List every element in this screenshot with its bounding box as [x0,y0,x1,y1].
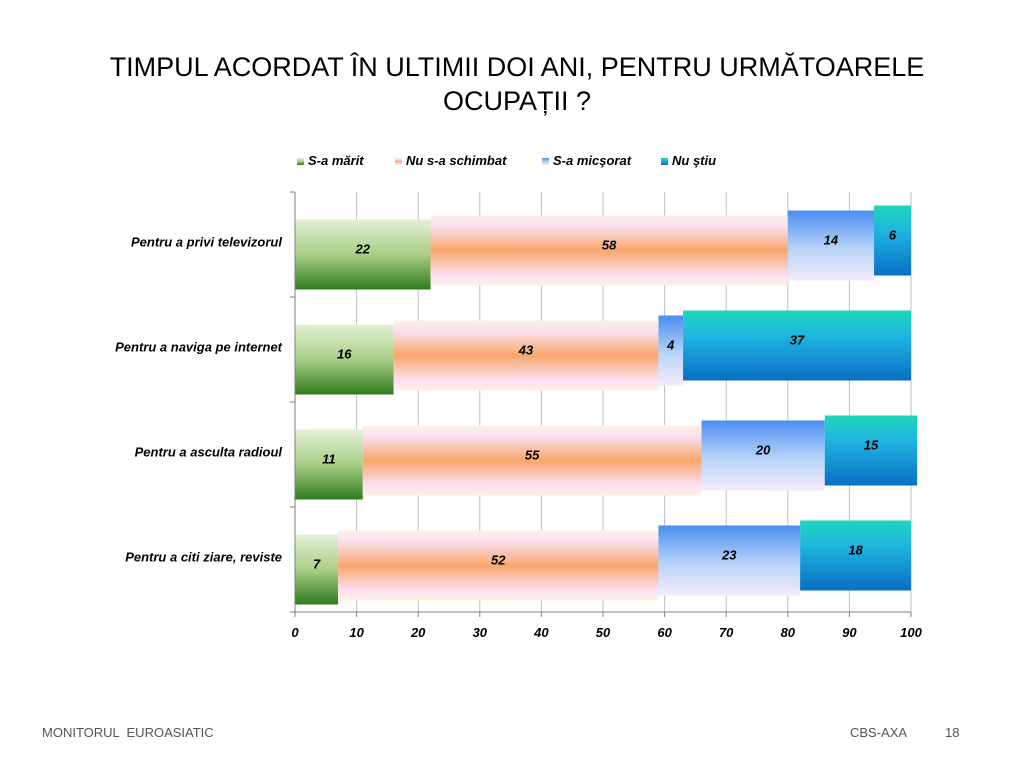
legend-swatch-nu-s-a-schimbat [395,158,402,165]
data-label-nu-s-a-schimbat: 43 [518,343,534,358]
data-label-s-a-micsorat: 23 [721,548,737,563]
x-tick-label: 30 [473,625,488,640]
x-tick-label: 20 [410,625,426,640]
x-tick-label: 40 [533,625,549,640]
title-line-2: OCUPAȚII ? [442,86,592,116]
x-tick-label: 90 [842,625,857,640]
bar-nu-stiu [824,415,918,486]
data-label-nu-stiu: 15 [864,438,879,453]
data-label-nu-stiu: 37 [790,333,805,348]
legend-swatch-nu-stiu [661,158,668,165]
bar-s-a-micsorat [787,210,875,281]
data-label-s-a-micsorat: 14 [824,233,839,248]
legend-label-nu-s-a-schimbat: Nu s-a schimbat [406,153,507,168]
bar-nu-s-a-schimbat [362,425,702,496]
chart-axes [290,191,912,617]
legend-swatch-s-a-micsorat [542,158,549,165]
footer-right-text: CBS-AXA [850,725,908,740]
bar-s-a-marit [295,219,431,290]
data-label-nu-s-a-schimbat: 55 [525,448,540,463]
bar-nu-s-a-schimbat [393,320,659,391]
bar-s-a-marit [295,324,394,395]
bar-s-a-micsorat [701,420,825,491]
data-label-s-a-marit: 7 [313,557,321,572]
bar-nu-stiu [874,205,911,276]
x-tick-label: 80 [781,625,796,640]
bar-nu-s-a-schimbat [338,530,659,601]
legend-label-s-a-marit: S-a mărit [308,153,364,168]
data-label-s-a-marit: 22 [355,242,371,257]
legend-label-nu-stiu: Nu ştiu [672,153,716,168]
data-label-nu-stiu: 6 [889,228,897,243]
data-label-s-a-marit: 11 [322,452,336,467]
data-label-nu-stiu: 18 [848,543,863,558]
bar-nu-stiu [800,520,911,591]
slide-title: TIMPUL ACORDAT ÎN ULTIMII DOI ANI, PENTR… [60,50,974,118]
data-label-s-a-micsorat: 20 [755,443,771,458]
category-label: Pentru a naviga pe internet [115,340,283,355]
bar-s-a-marit [295,429,363,500]
footer-left-text: MONITORUL EUROASIATIC [42,725,214,740]
bar-s-a-micsorat [658,315,684,386]
category-label: Pentru a citi ziare, reviste [125,550,282,565]
data-label-s-a-marit: 16 [337,347,352,362]
x-tick-label: 0 [291,625,299,640]
data-label-s-a-micsorat: 4 [666,338,675,353]
x-tick-labels: 0 10 20 30 40 50 60 70 80 90 100 [291,625,922,640]
x-tick-label: 50 [596,625,611,640]
title-line-1: TIMPUL ACORDAT ÎN ULTIMII DOI ANI, PENTR… [109,52,925,82]
category-label: Pentru a asculta radioul [135,445,283,460]
stacked-bar-chart: S-a mărit Nu s-a schimbat S-a micşorat Nu ş… [115,153,922,640]
x-tick-label: 100 [900,625,922,640]
x-tick-label: 60 [657,625,672,640]
page-number: 18 [945,725,960,740]
x-tick-label: 10 [349,625,364,640]
bar-nu-stiu [683,310,911,381]
x-tick-label: 70 [719,625,734,640]
data-label-nu-s-a-schimbat: 52 [491,553,506,568]
legend-label-s-a-micsorat: S-a micşorat [553,153,632,168]
category-labels: Pentru a privi televizorul Pentru a navig… [115,235,283,565]
data-label-nu-s-a-schimbat: 58 [602,238,617,253]
chart-bars: 22 58 14 6 16 43 4 37 11 55 20 15 7 52 23 18 [295,205,918,605]
chart-legend: S-a mărit Nu s-a schimbat S-a micşorat Nu ş… [297,153,716,168]
legend-swatch-s-a-marit [297,158,304,165]
bar-s-a-micsorat [658,525,801,596]
bar-nu-s-a-schimbat [430,215,788,286]
bar-s-a-marit [295,534,339,605]
category-label: Pentru a privi televizorul [131,235,282,250]
